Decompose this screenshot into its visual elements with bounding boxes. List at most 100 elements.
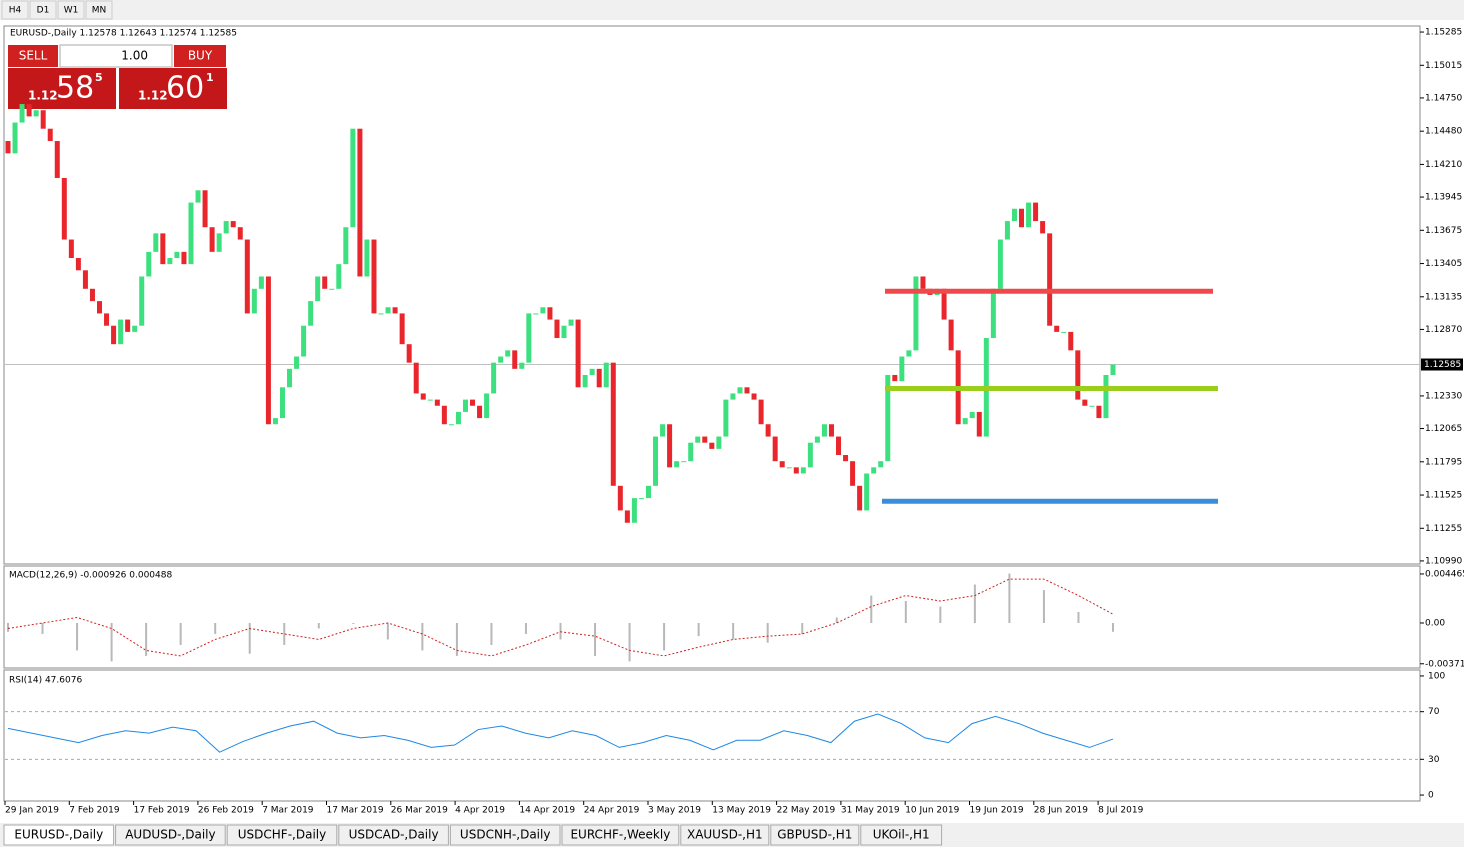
macd-bar bbox=[214, 622, 217, 634]
x-tick-label: 29 Jan 2019 bbox=[5, 806, 59, 816]
y-tick-label: 1.10990 bbox=[1425, 556, 1462, 566]
candle bbox=[195, 190, 201, 203]
macd-bar bbox=[455, 622, 458, 656]
macd-bar bbox=[939, 606, 942, 623]
candle bbox=[505, 350, 511, 357]
trade-panel: SELL 1.00 BUY 1.12 58 5 1.12 60 1 bbox=[8, 44, 227, 109]
y-tick-label: 1.12065 bbox=[1425, 424, 1462, 434]
candle bbox=[343, 227, 349, 265]
macd-bar bbox=[524, 622, 527, 634]
sell-button[interactable] bbox=[8, 45, 58, 67]
rsi-y-tick-label: 70 bbox=[1428, 707, 1440, 717]
candle bbox=[779, 461, 785, 468]
ask-box[interactable] bbox=[119, 68, 227, 109]
y-tick-label: 1.13675 bbox=[1425, 226, 1462, 236]
candle bbox=[843, 455, 849, 462]
chart-tab[interactable] bbox=[860, 824, 943, 846]
candle bbox=[160, 233, 166, 265]
chart-tab-label: USDCNH-,Daily bbox=[460, 828, 551, 842]
candle bbox=[695, 436, 701, 443]
y-tick-label: 1.15285 bbox=[1425, 28, 1462, 38]
y-tick-label: 1.13945 bbox=[1425, 193, 1462, 203]
chart-tab[interactable] bbox=[3, 824, 115, 846]
macd-bar bbox=[317, 622, 320, 629]
candle bbox=[674, 461, 680, 468]
macd-bar bbox=[904, 601, 907, 623]
x-tick-label: 17 Mar 2019 bbox=[327, 806, 384, 816]
candle bbox=[223, 221, 229, 234]
candle bbox=[420, 393, 426, 400]
macd-bar bbox=[41, 622, 44, 634]
candle bbox=[12, 122, 18, 154]
candle bbox=[96, 301, 102, 314]
candle bbox=[758, 399, 764, 425]
macd-bar bbox=[628, 622, 631, 662]
candle bbox=[89, 288, 95, 302]
candle bbox=[265, 276, 271, 425]
candle bbox=[477, 405, 483, 419]
candle bbox=[807, 442, 813, 468]
y-tick-label: 1.15015 bbox=[1425, 61, 1462, 71]
timeframe-button[interactable] bbox=[1, 0, 29, 20]
x-tick-label: 26 Mar 2019 bbox=[391, 806, 448, 816]
macd-y-tick-label: 0.00 bbox=[1425, 618, 1445, 628]
current-price-label: 1.12585 bbox=[1424, 360, 1461, 370]
bid-frac: 5 bbox=[95, 71, 103, 84]
candle bbox=[47, 128, 53, 142]
chart-tab[interactable] bbox=[770, 824, 860, 846]
candle bbox=[153, 233, 159, 252]
candle bbox=[75, 258, 81, 271]
candle bbox=[920, 276, 926, 289]
timeframe-button[interactable] bbox=[85, 0, 113, 20]
chart-tab-label: GBPUSD-,H1 bbox=[777, 828, 852, 842]
x-tick-label: 7 Feb 2019 bbox=[69, 806, 120, 816]
candle bbox=[434, 399, 440, 406]
candle bbox=[702, 436, 708, 443]
timeframe-button[interactable] bbox=[57, 0, 85, 20]
macd-bar bbox=[421, 622, 424, 651]
candle bbox=[610, 362, 616, 486]
chart-tab[interactable] bbox=[115, 824, 226, 846]
buy-button[interactable] bbox=[174, 45, 226, 67]
candle bbox=[1096, 405, 1102, 419]
candle bbox=[230, 221, 236, 228]
candle bbox=[850, 461, 856, 486]
buy-label: BUY bbox=[188, 49, 213, 63]
candle bbox=[997, 239, 1003, 289]
candle bbox=[19, 104, 25, 123]
macd-bar bbox=[110, 622, 113, 662]
chart-tab[interactable] bbox=[226, 824, 338, 846]
candle bbox=[125, 319, 131, 332]
candle bbox=[723, 399, 729, 437]
chart-tab[interactable] bbox=[680, 824, 770, 846]
chart-tab[interactable] bbox=[449, 824, 561, 846]
bid-pips: 58 bbox=[56, 71, 94, 106]
x-tick-label: 17 Feb 2019 bbox=[134, 806, 190, 816]
timeframe-label: D1 bbox=[37, 6, 50, 16]
volume-input[interactable] bbox=[59, 44, 173, 68]
y-tick-label: 1.14750 bbox=[1425, 93, 1462, 103]
macd-bar bbox=[801, 622, 804, 634]
candle bbox=[1047, 233, 1053, 326]
y-tick-label: 1.12870 bbox=[1425, 325, 1462, 335]
candle bbox=[575, 319, 581, 388]
candle bbox=[709, 442, 715, 449]
candle bbox=[111, 325, 117, 345]
candle bbox=[871, 467, 877, 474]
candle bbox=[948, 319, 954, 351]
candle bbox=[1026, 202, 1032, 228]
candle bbox=[441, 405, 447, 425]
bid-box[interactable] bbox=[8, 68, 116, 109]
candle bbox=[61, 177, 67, 240]
candle bbox=[976, 411, 982, 437]
macd-bar bbox=[766, 622, 769, 643]
candle bbox=[272, 418, 278, 425]
timeframe-button[interactable] bbox=[29, 0, 57, 20]
chart-tab[interactable] bbox=[338, 824, 449, 846]
candle bbox=[857, 485, 863, 511]
rsi-y-tick-label: 0 bbox=[1428, 791, 1434, 801]
chart-tab[interactable] bbox=[561, 824, 680, 846]
y-tick-label: 1.11525 bbox=[1425, 491, 1462, 501]
candle bbox=[906, 350, 912, 357]
y-tick-label: 1.14210 bbox=[1425, 160, 1462, 170]
